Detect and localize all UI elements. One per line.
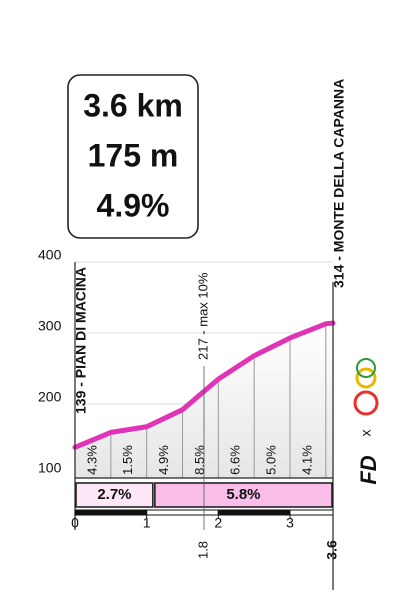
summary-box [67,74,199,239]
logo-brand: FD [356,455,381,484]
start-label: 139 - PIAN DI MACINA [73,267,89,414]
x-tick-label: 3 [286,515,294,531]
end-label: 314 - MONTE DELLA CAPANNA [331,79,347,288]
y-tick-label: 300 [38,318,62,334]
segment-gradient-label: 6.6% [228,445,243,475]
segment-gradient-label: 4.3% [84,445,99,475]
x-tick-label: 2 [214,515,222,531]
y-tick-label: 200 [38,389,62,405]
y-tick-label: 100 [38,460,62,476]
scale-bar [74,509,148,516]
segment-gradient-label: 5.0% [264,445,279,475]
summary-gradient: 4.9% [97,187,170,223]
scale-bar [146,509,219,516]
segment-gradient-label: 8.5% [192,445,207,475]
x-tick-label: 1 [143,515,151,531]
scale-bar [289,509,334,516]
logo-icon [353,358,379,416]
summary-distance: 3.6 km [83,87,183,123]
scale-bar [217,509,291,516]
profile-line [72,320,336,450]
y-tick-label: 400 [38,247,62,263]
logo-separator: x [358,430,374,437]
section-box [75,482,154,508]
max-marker-label: 217 - max 10% [195,272,210,360]
segment-gradient-label: 4.1% [299,445,314,475]
x-tick-label: 0 [71,515,79,531]
max-marker-x: 1.8 [195,541,210,559]
summary-gain: 175 m [88,137,179,173]
segment-gradient-label: 1.5% [120,445,135,475]
section-label: 2.7% [97,486,131,503]
end-distance: 3.6 [324,540,340,560]
section-box [154,482,333,508]
section-label: 5.8% [226,486,260,503]
segment-gradient-label: 4.9% [156,445,171,475]
